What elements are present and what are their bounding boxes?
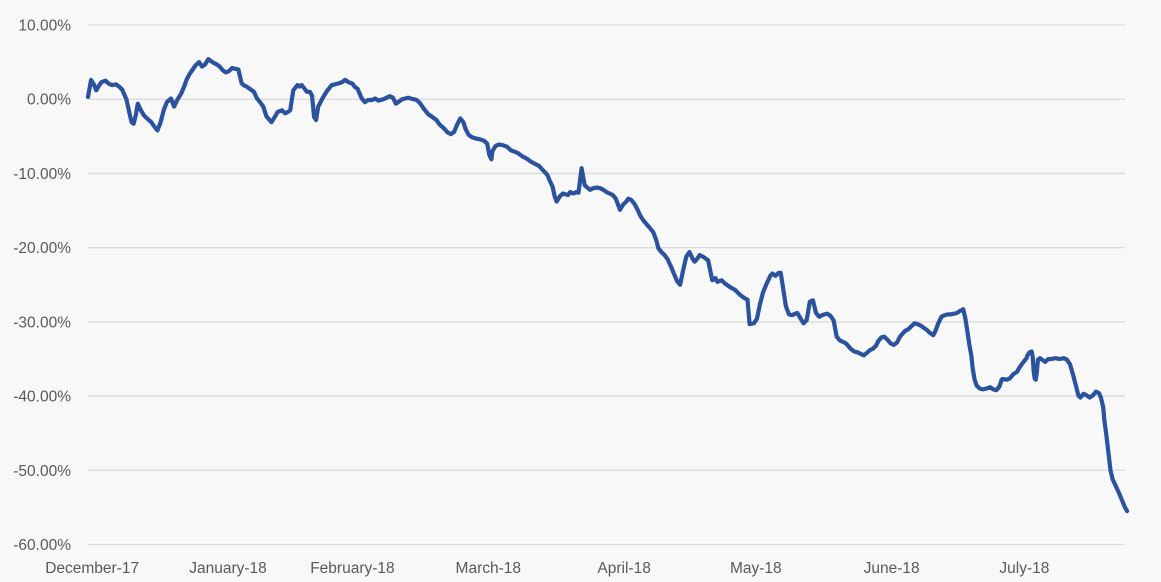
x-axis-tick-label: May-18: [730, 560, 782, 577]
gridlines: [88, 24, 1125, 546]
y-axis-tick-label: -10.00%: [13, 166, 71, 183]
y-axis-tick-label: -60.00%: [13, 537, 71, 554]
x-axis-tick-label: February-18: [310, 560, 394, 577]
x-axis-tick-label: March-18: [456, 560, 521, 577]
y-axis-tick-label: -50.00%: [13, 463, 71, 480]
y-axis-tick-label: 0.00%: [27, 92, 71, 109]
x-axis-tick-label: January-18: [189, 560, 267, 577]
x-axis-tick-label: June-18: [864, 560, 920, 577]
y-axis: 10.00% 0.00% -10.00% -20.00% -30.00% -40.00% -…: [13, 18, 71, 555]
y-axis-tick-label: 10.00%: [18, 18, 71, 35]
x-axis-tick-label: July-18: [999, 560, 1049, 577]
y-axis-tick-label: -20.00%: [13, 240, 71, 257]
x-axis: December-17 January-18 February-18 March-18…: [45, 560, 1049, 577]
y-axis-tick-label: -40.00%: [13, 389, 71, 406]
y-axis-tick-label: -30.00%: [13, 314, 71, 331]
series-line: [85, 56, 1130, 514]
x-axis-tick-label: December-17: [45, 560, 139, 577]
x-axis-tick-label: April-18: [597, 560, 650, 577]
